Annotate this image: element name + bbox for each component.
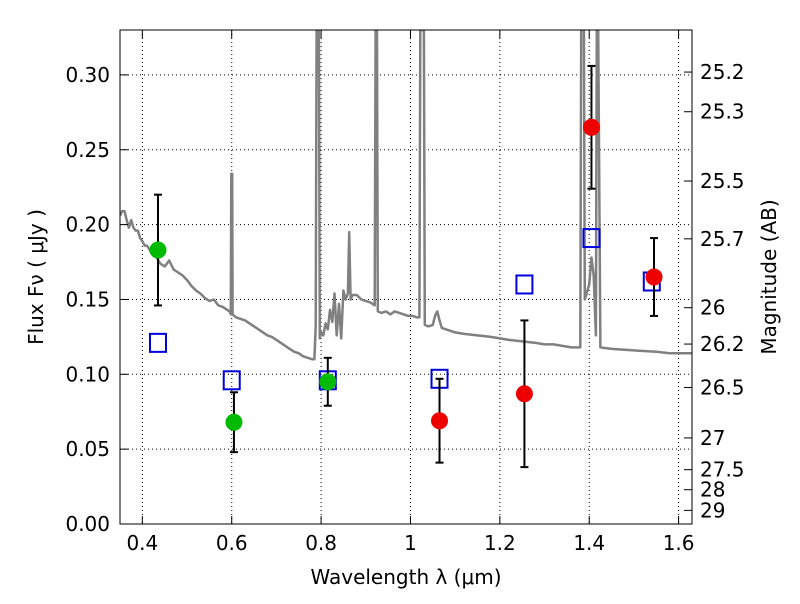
model-flux-square	[582, 228, 601, 249]
y2-tick-label: 27	[700, 426, 725, 450]
y2-tick-label: 26.2	[700, 332, 745, 356]
y-tick-label: 0.10	[65, 362, 110, 386]
y-tick-label: 0.15	[65, 287, 110, 311]
plot-border	[119, 29, 693, 525]
model-flux-square	[222, 370, 241, 391]
y-tick-label: 0.30	[65, 63, 110, 87]
x-tick-label: 0.4	[126, 531, 158, 555]
y2-tick-label: 28	[700, 478, 725, 502]
x-tick-label: 1	[404, 531, 417, 555]
axes-frame	[119, 29, 693, 525]
observed-flux-point	[645, 268, 663, 286]
x-tick-label: 0.8	[305, 531, 337, 555]
x-tick-label: 1.6	[663, 531, 695, 555]
x-tick-label: 0.6	[216, 531, 248, 555]
y2-tick-label: 25.2	[700, 60, 745, 84]
y-tick-label: 0.25	[65, 138, 110, 162]
axis-ticks: 0.4 0.6 0.8 1 1.2 1.4 1.6 0.00 0.05 0.10 0.15 0.20 0…	[65, 30, 745, 555]
data-markers	[148, 64, 663, 469]
y2-tick-label: 26.5	[700, 375, 745, 399]
y2-tick-label: 29	[700, 498, 725, 522]
y2-axis-label: Magnitude (AB)	[757, 199, 781, 354]
observed-flux-point	[225, 413, 243, 431]
observed-flux-point	[515, 385, 533, 403]
grid	[120, 30, 692, 525]
observed-flux-point	[149, 241, 167, 259]
y-tick-label: 0.05	[65, 437, 110, 461]
model-flux-square	[148, 332, 167, 353]
y2-tick-label: 25.7	[700, 227, 745, 251]
model-flux-square	[515, 274, 534, 295]
observed-flux-point	[431, 412, 449, 430]
y2-tick-label: 25.5	[700, 169, 745, 193]
x-axis-label: Wavelength λ (μm)	[310, 565, 501, 589]
y2-tick-label: 27.5	[700, 458, 745, 482]
model-spectrum-line	[120, 30, 692, 361]
y-tick-label: 0.00	[65, 512, 110, 536]
y2-tick-label: 26	[700, 296, 725, 320]
y-tick-label: 0.20	[65, 213, 110, 237]
x-tick-label: 1.4	[573, 531, 605, 555]
y2-tick-label: 25.3	[700, 100, 745, 124]
x-tick-label: 1.2	[484, 531, 516, 555]
observed-flux-point	[319, 373, 337, 391]
y-axis-label: Flux Fν ( μJy )	[24, 209, 48, 345]
spectrum-line	[120, 30, 692, 361]
observed-flux-point	[582, 118, 600, 136]
